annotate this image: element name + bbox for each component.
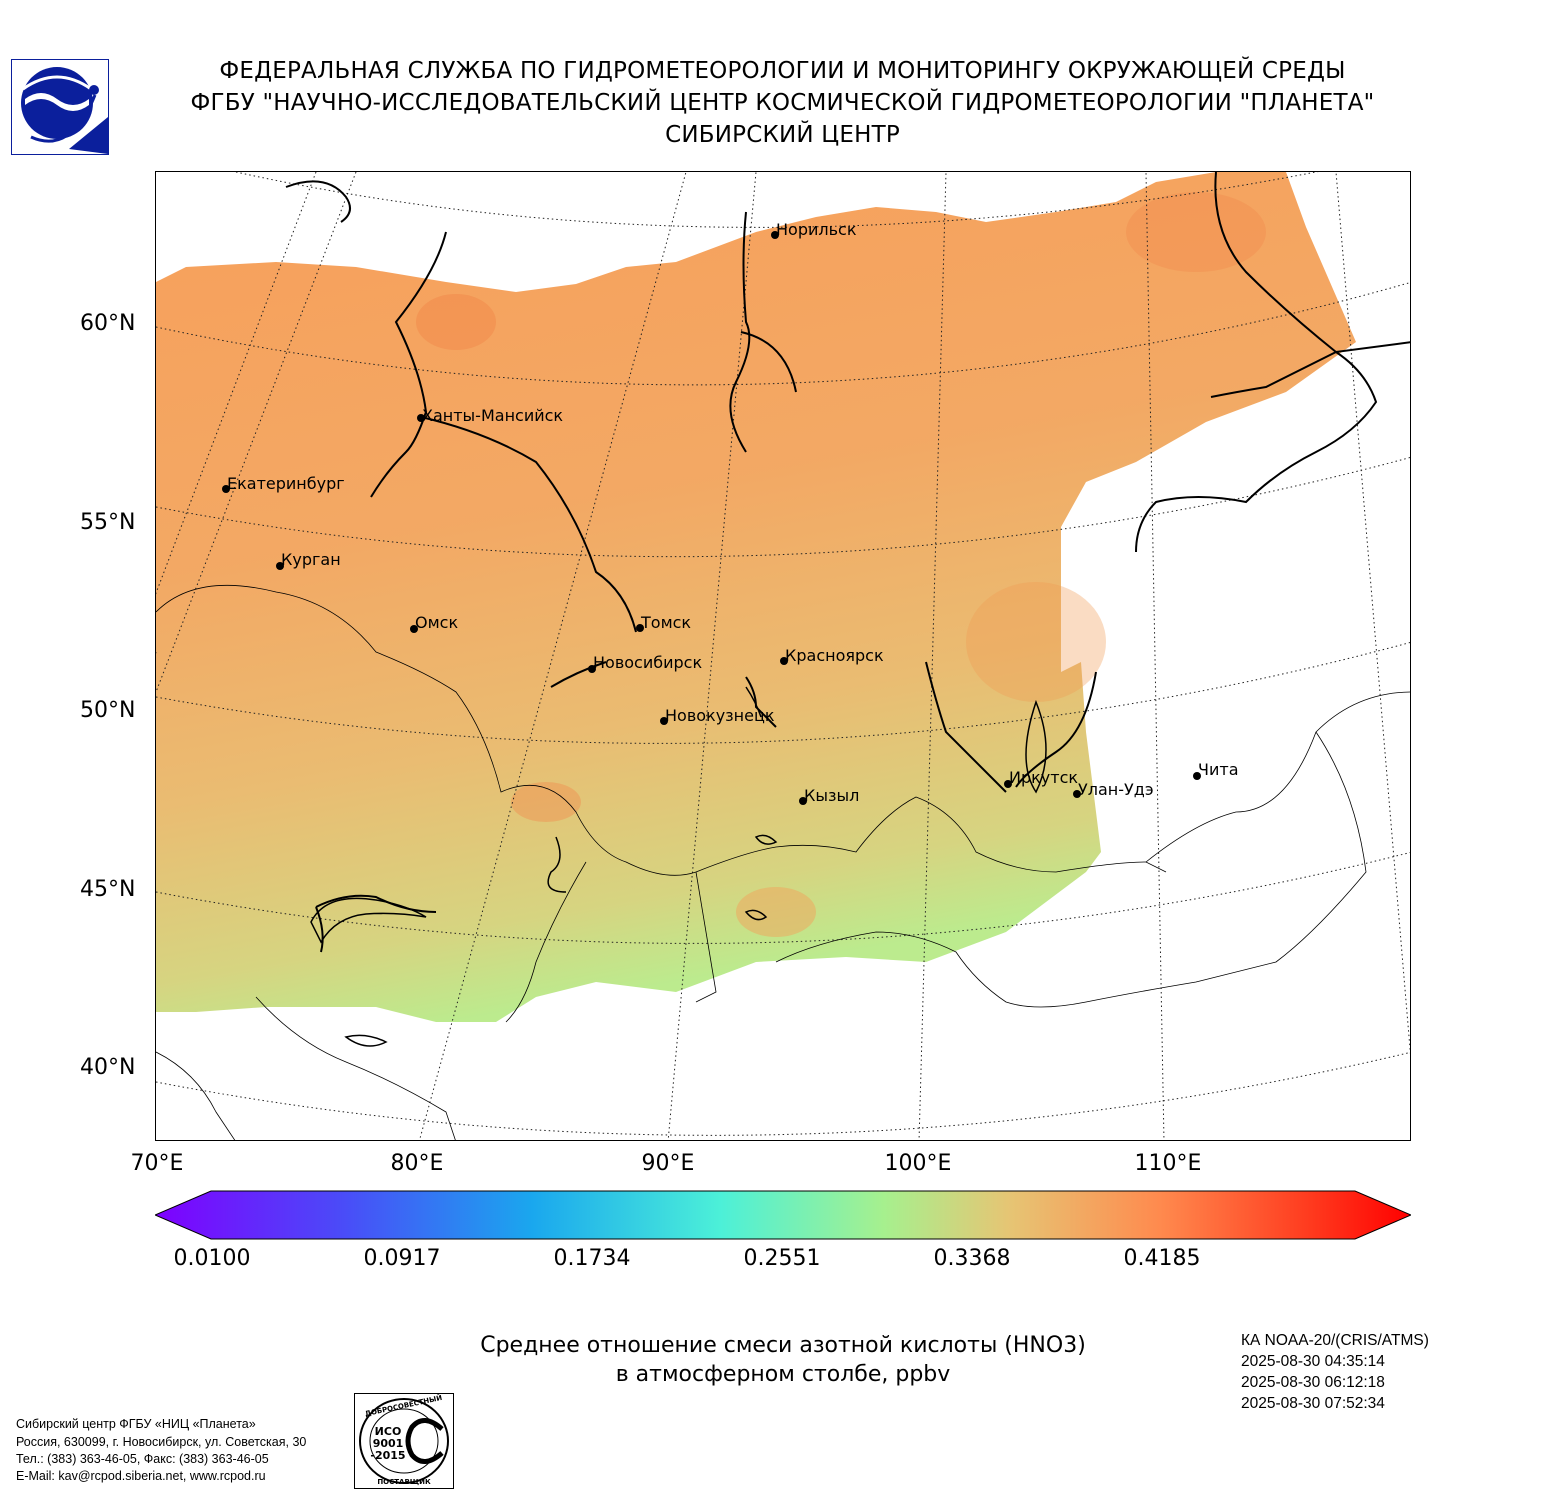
- lon-label-110e: 110°E: [1134, 1151, 1202, 1176]
- lat-label-40n: 40°N: [80, 1055, 136, 1080]
- iso-stamp-bottom-text: ПОСТАВЩИК: [377, 1478, 431, 1486]
- caption-line-1: Среднее отношение смеси азотной кислоты …: [480, 1333, 1086, 1358]
- city-label-krasnoyarsk: Красноярск: [785, 646, 884, 665]
- header-line-3: СИБИРСКИЙ ЦЕНТР: [665, 122, 900, 148]
- lat-label-45n: 45°N: [80, 877, 136, 902]
- lat-label-55n: 55°N: [80, 510, 136, 535]
- iso-stamp-line3: -2015: [370, 1449, 405, 1462]
- city-label-kurgan: Курган: [281, 550, 341, 569]
- colorbar-tick-3: 0.2551: [743, 1246, 821, 1271]
- header-line-1: ФЕДЕРАЛЬНАЯ СЛУЖБА ПО ГИДРОМЕТЕОРОЛОГИИ …: [219, 58, 1346, 84]
- colorbar-tick-0: 0.0100: [173, 1246, 251, 1271]
- colorbar-tick-4: 0.3368: [933, 1246, 1011, 1271]
- satellite-name: КА NOAA-20/(CRIS/ATMS): [1241, 1332, 1429, 1349]
- colorbar: [155, 1190, 1411, 1240]
- pass-time-3: 2025-08-30 07:52:34: [1241, 1395, 1385, 1412]
- iso-stamp-line1: ИСО: [375, 1425, 402, 1438]
- data-swath: [156, 172, 1356, 1022]
- pass-time-1: 2025-08-30 04:35:14: [1241, 1353, 1385, 1370]
- iso-stamp-line2: 9001: [373, 1437, 404, 1450]
- header-line-2: ФГБУ "НАУЧНО-ИССЛЕДОВАТЕЛЬСКИЙ ЦЕНТР КОС…: [190, 90, 1375, 116]
- caption-line-2: в атмосферном столбе, ppbv: [615, 1362, 951, 1387]
- city-label-ekaterinburg: Екатеринбург: [227, 474, 345, 493]
- city-label-novosibirsk: Новосибирск: [593, 653, 702, 672]
- city-label-tomsk: Томск: [640, 613, 691, 632]
- colorbar-tick-2: 0.1734: [553, 1246, 631, 1271]
- city-label-khanty-mansiysk: Ханты-Мансийск: [422, 406, 563, 425]
- lon-label-90e: 90°E: [641, 1151, 695, 1176]
- footer-phone: Тел.: (383) 363-46-05, Факс: (383) 363-4…: [16, 1452, 269, 1466]
- roshydromet-logo-icon: [11, 59, 109, 155]
- hno3-map: Норильск Ханты-Мансийск Екатеринбург Кур…: [155, 171, 1411, 1141]
- city-label-norilsk: Норильск: [776, 220, 857, 239]
- city-label-kyzyl: Кызыл: [804, 786, 859, 805]
- footer-address: Россия, 630099, г. Новосибирск, ул. Сове…: [16, 1435, 307, 1449]
- pass-time-2: 2025-08-30 06:12:18: [1241, 1374, 1385, 1391]
- city-label-irkutsk: Иркутск: [1009, 768, 1078, 787]
- city-label-novokuznetsk: Новокузнецк: [665, 706, 775, 725]
- footer-org: Сибирский центр ФГБУ «НИЦ «Планета»: [16, 1417, 256, 1431]
- iso-stamp-icon: ДОБРОСОВЕСТНЫЙ ИСО 9001 -2015 ПОСТАВЩИК: [354, 1393, 454, 1489]
- colorbar-tick-5: 0.4185: [1123, 1246, 1201, 1271]
- city-label-ulan-ude: Улан-Удэ: [1078, 780, 1154, 799]
- lon-label-70e: 70°E: [130, 1151, 184, 1176]
- lon-label-100e: 100°E: [884, 1151, 952, 1176]
- footer-email: E-Mail: kav@rcpod.siberia.net, www.rcpod…: [16, 1469, 266, 1483]
- lon-label-80e: 80°E: [390, 1151, 444, 1176]
- lat-label-60n: 60°N: [80, 311, 136, 336]
- city-label-chita: Чита: [1198, 760, 1239, 779]
- lat-label-50n: 50°N: [80, 698, 136, 723]
- colorbar-tick-1: 0.0917: [363, 1246, 441, 1271]
- city-label-omsk: Омск: [415, 613, 458, 632]
